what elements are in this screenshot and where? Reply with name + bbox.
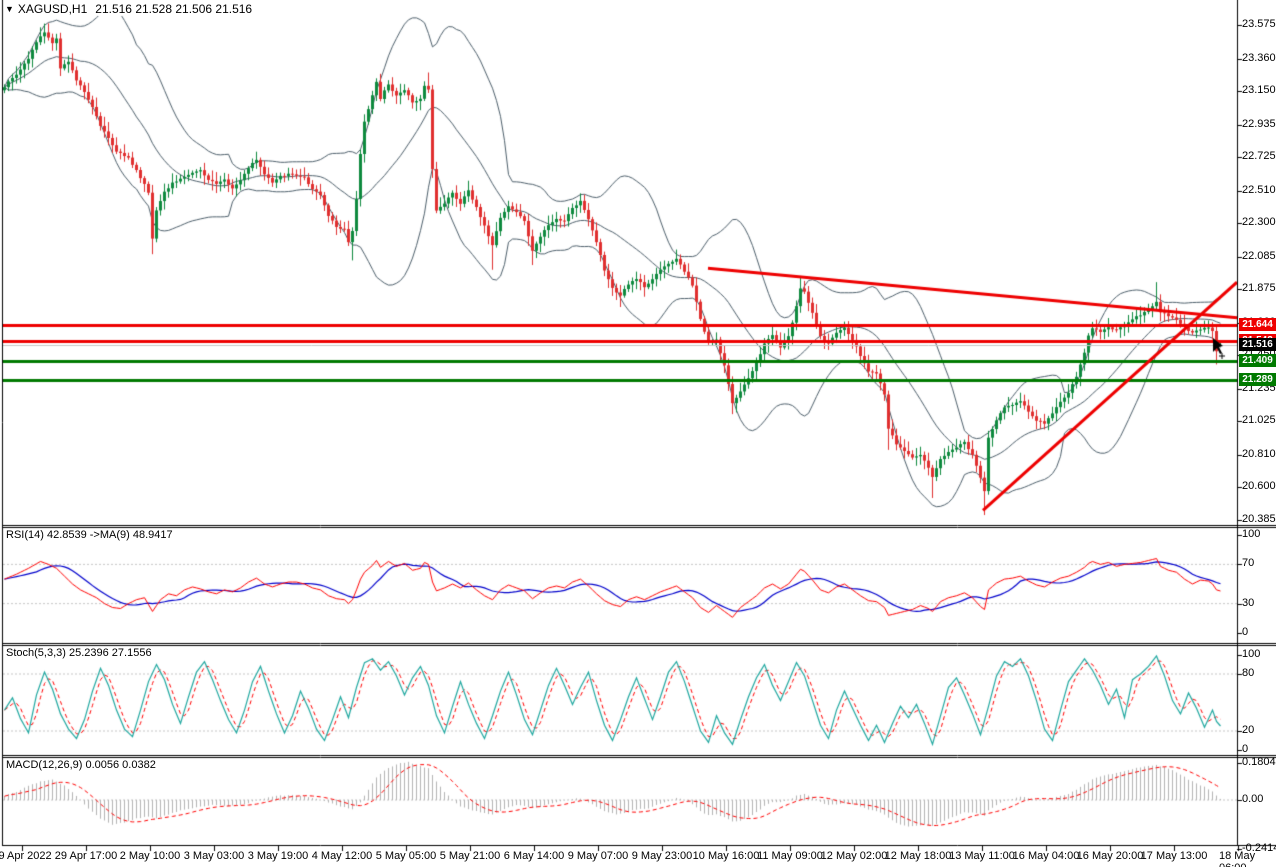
- stoch-tick-label: 80: [1242, 667, 1255, 679]
- time-axis-label: 12 May 18:00: [884, 850, 952, 862]
- time-axis-label: 18 May 06:00: [1219, 850, 1256, 867]
- time-axis-label: 2 May 10:00: [119, 850, 181, 862]
- price-tick-label: 22.085: [1242, 249, 1276, 262]
- time-axis-label: 9 May 07:00: [567, 850, 629, 862]
- time-axis-label: 4 May 12:00: [311, 850, 373, 862]
- price-tick-label: 21.025: [1242, 414, 1276, 427]
- time-axis-label: 16 May 20:00: [1076, 850, 1144, 862]
- time-axis-label: 29 Apr 2022: [0, 850, 52, 862]
- time-axis-label: 16 May 04:00: [1012, 850, 1080, 862]
- price-tick-label: 20.385: [1242, 513, 1276, 526]
- price-tick-label: 22.300: [1242, 216, 1276, 229]
- time-axis-label: 11 May 09:00: [757, 850, 823, 862]
- time-axis-label: 29 Apr 17:00: [54, 850, 118, 862]
- price-tick-label: 22.935: [1242, 117, 1276, 130]
- time-axis-label: 3 May 03:00: [183, 850, 245, 862]
- time-axis-label: 13 May 11:00: [949, 850, 1015, 862]
- time-axis-label: 5 May 05:00: [375, 850, 437, 862]
- macd-tick-label: 0.1804: [1242, 756, 1276, 769]
- time-axis-label: 10 May 16:00: [692, 850, 760, 862]
- stoch-tick-label: 100: [1242, 648, 1261, 660]
- stoch-tick-label: 0: [1242, 743, 1249, 755]
- price-tick-label: 23.150: [1242, 84, 1276, 97]
- price-tick-label: 21.875: [1242, 282, 1276, 295]
- time-axis-label: 5 May 21:00: [439, 850, 501, 862]
- price-tick-label: 23.575: [1242, 18, 1276, 31]
- rsi-tick-label: 70: [1242, 557, 1255, 570]
- price-flag: 21.289: [1239, 373, 1276, 387]
- price-tick-label: 20.600: [1242, 480, 1276, 493]
- rsi-tick-label: 0: [1242, 626, 1249, 638]
- time-axis-label: 3 May 19:00: [247, 850, 309, 862]
- rsi-tick-label: 100: [1242, 528, 1261, 540]
- price-tick-label: 22.725: [1242, 150, 1276, 163]
- macd-tick-label: 0.00: [1242, 793, 1264, 805]
- stoch-tick-label: 20: [1242, 724, 1255, 736]
- time-axis-label: 6 May 14:00: [503, 850, 565, 862]
- price-tick-label: 20.810: [1242, 447, 1276, 460]
- price-flag: 21.409: [1239, 354, 1276, 368]
- time-axis-label: 12 May 02:00: [820, 850, 888, 862]
- price-flag: 21.516: [1239, 337, 1276, 351]
- price-tick-label: 23.360: [1242, 51, 1276, 64]
- time-axis-label: 9 May 23:00: [631, 850, 693, 862]
- price-tick-label: 22.510: [1242, 183, 1276, 196]
- macd-tick-label: -0.2414: [1242, 842, 1276, 855]
- rsi-tick-label: 30: [1242, 596, 1255, 609]
- time-axis-label: 17 May 13:00: [1140, 850, 1208, 862]
- price-flag: 21.644: [1239, 318, 1276, 331]
